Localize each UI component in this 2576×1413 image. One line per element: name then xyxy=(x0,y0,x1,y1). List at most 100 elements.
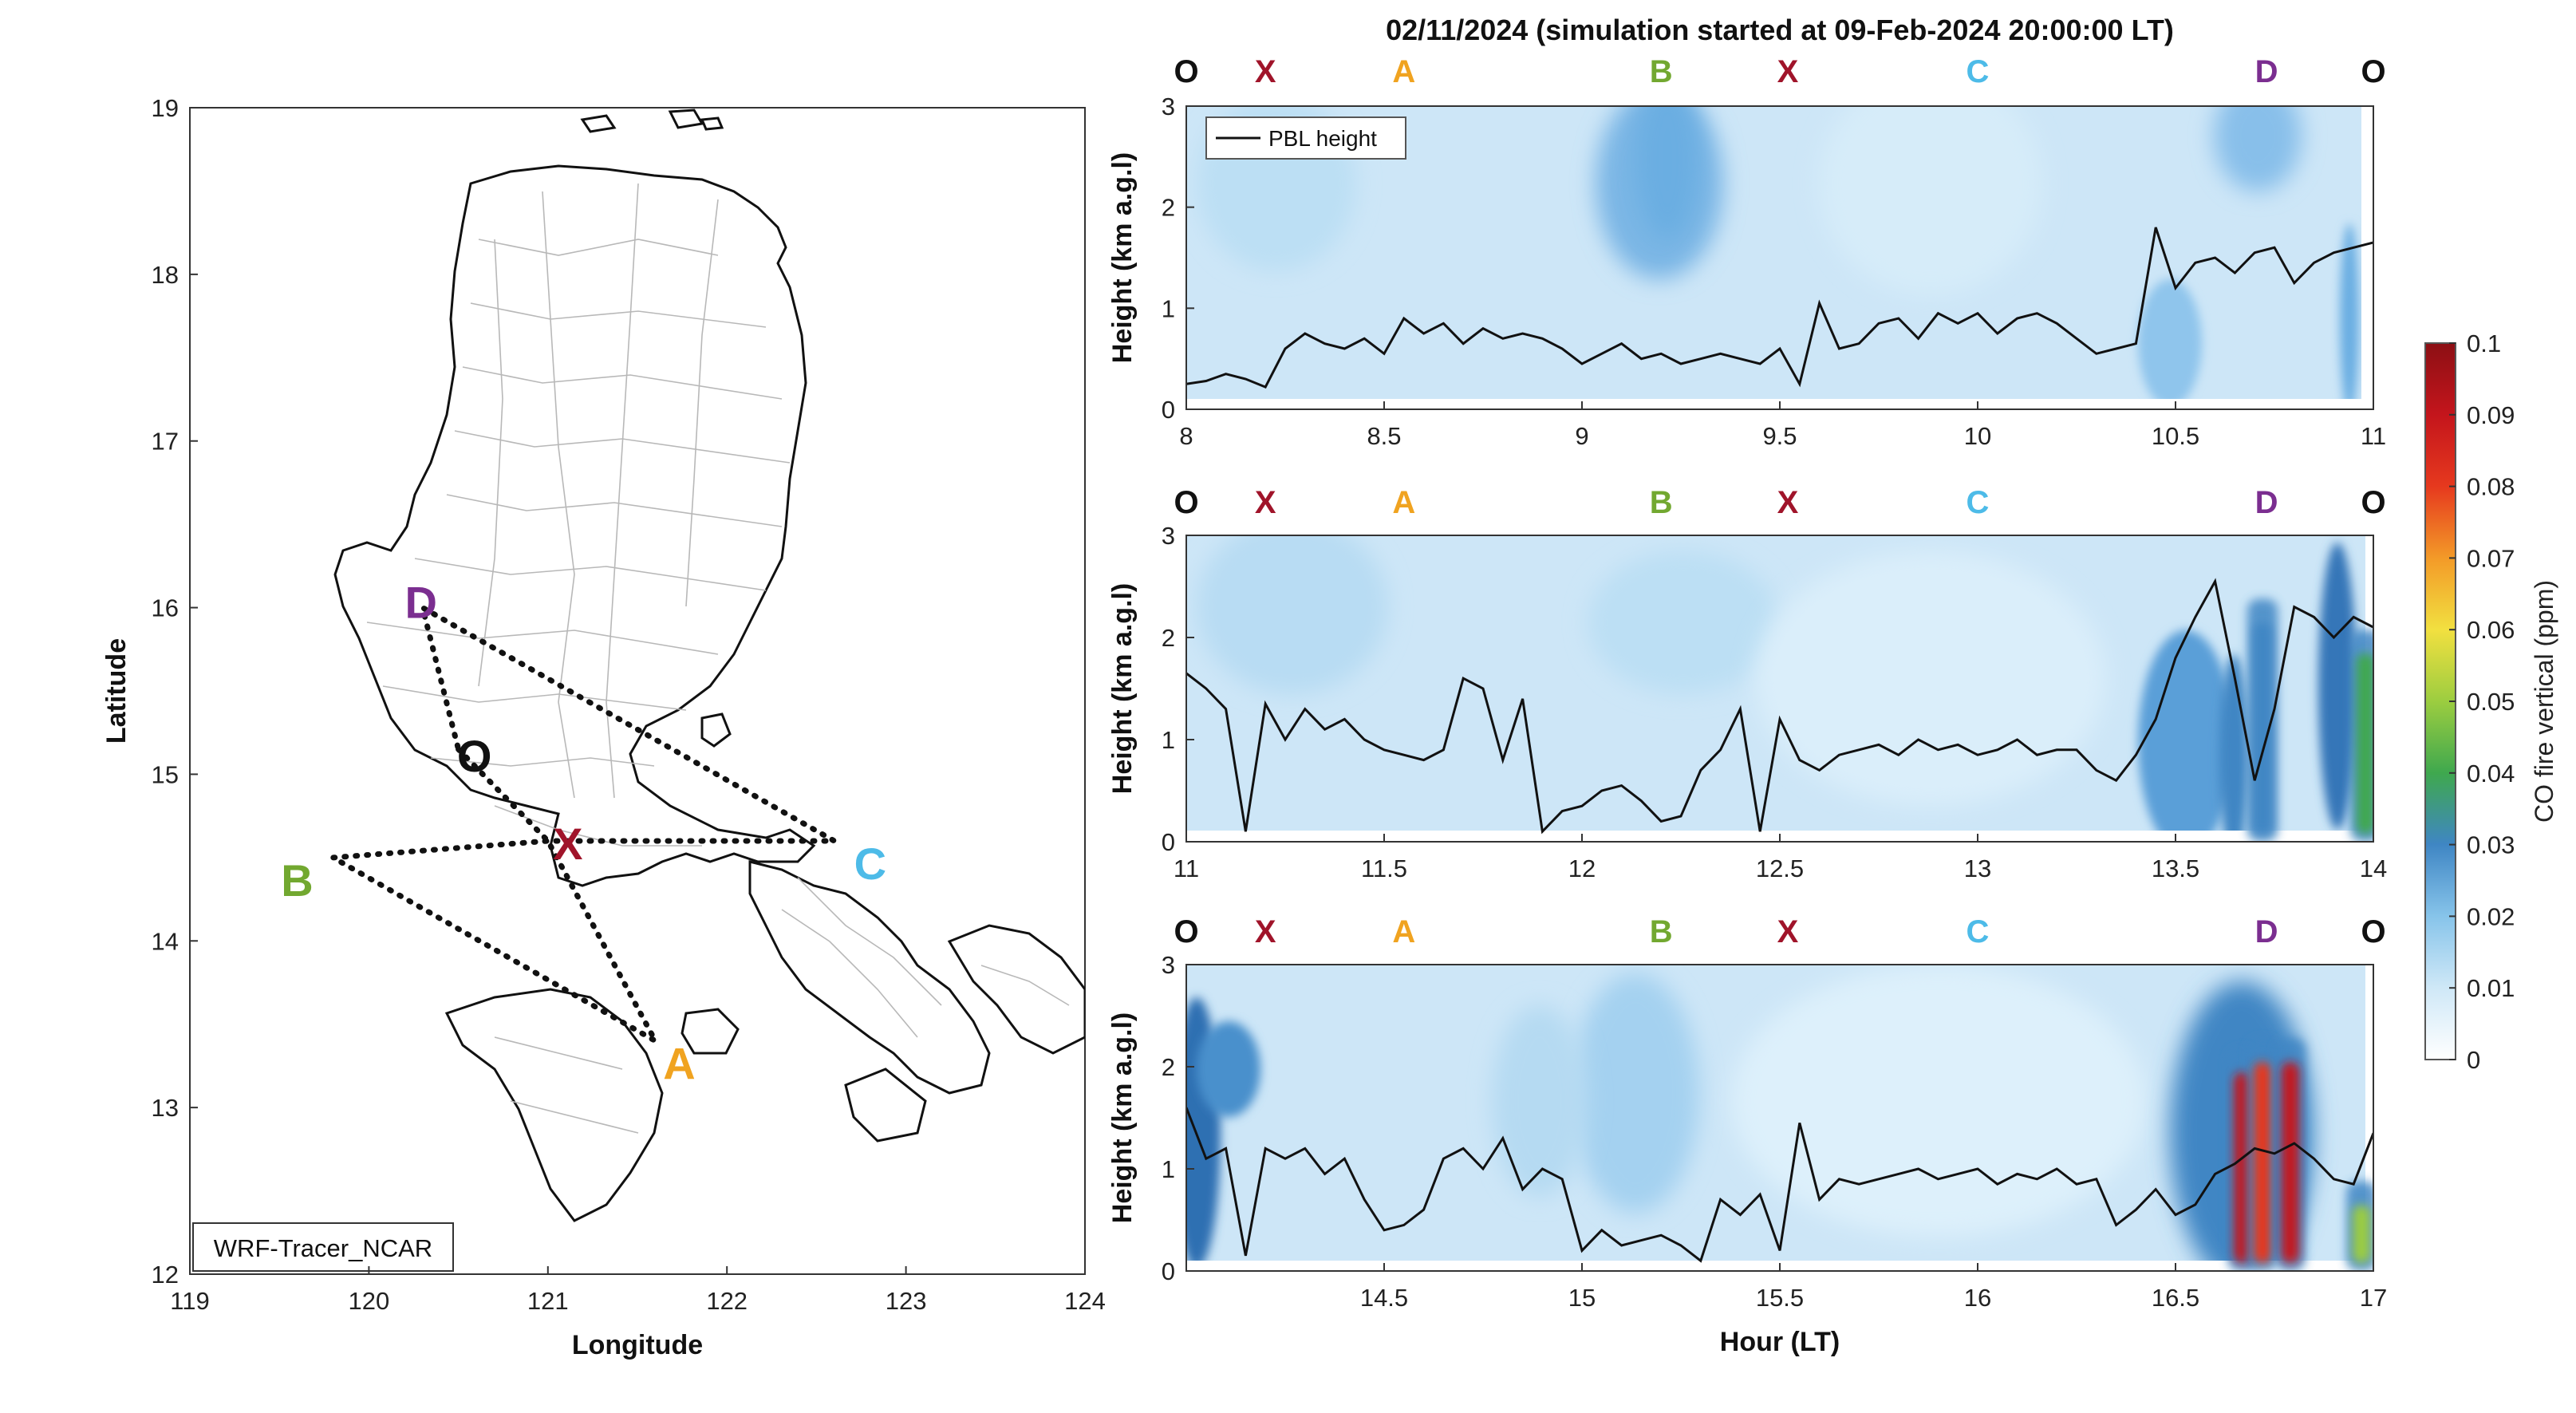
model-label-text: WRF-Tracer_NCAR xyxy=(214,1234,432,1262)
x-tick-label: 16 xyxy=(1964,1284,1991,1312)
panel-3-xlabel: Hour (LT) xyxy=(1720,1327,1840,1357)
colorbar-tick-label: 0.07 xyxy=(2467,544,2515,572)
map-y-tick-label: 17 xyxy=(152,428,179,456)
map-site-D: D xyxy=(404,578,436,628)
panel-1-site-O: O xyxy=(1174,54,1198,89)
panel-2-site-A: A xyxy=(1392,485,1415,520)
colorbar-tick-label: 0.06 xyxy=(2467,616,2515,644)
panel-2-hotspots xyxy=(2247,598,2373,842)
colorbar-tick-label: 0.02 xyxy=(2467,902,2515,930)
x-tick-label: 8 xyxy=(1179,422,1193,450)
x-tick-label: 12 xyxy=(1568,855,1596,882)
plume-core xyxy=(2353,1205,2371,1263)
map-y-tick-label: 18 xyxy=(152,261,179,289)
x-tick-label: 13.5 xyxy=(2152,855,2199,882)
x-tick-label: 10 xyxy=(1964,422,1991,450)
map-x-axis: 119 120 121 122 123 124 xyxy=(170,1266,1106,1315)
flight-route xyxy=(323,602,846,1048)
panel-1-field xyxy=(1186,106,2373,409)
panel-3-site-A: A xyxy=(1392,914,1415,949)
panel-2-site-O: O xyxy=(1174,485,1198,520)
y-tick-label: 1 xyxy=(1162,1155,1175,1183)
y-tick-label: 2 xyxy=(1162,624,1175,652)
plume-core xyxy=(2254,1062,2272,1263)
x-tick-label: 13 xyxy=(1964,855,1991,882)
panel-3-site-X: X xyxy=(1255,914,1276,949)
panel-3-site-X: X xyxy=(1777,914,1799,949)
panel-1-ylabel: Height (km a.g.l) xyxy=(1107,152,1138,363)
x-tick-label: 15 xyxy=(1568,1284,1596,1312)
map-x-tick-label: 119 xyxy=(170,1287,209,1315)
panel-1-x-axis: 8 8.5 9 9.5 10 10.5 11 xyxy=(1179,401,2386,450)
panel-1-y-axis: 0 1 2 3 xyxy=(1162,93,1194,424)
panel-1-pbl-line xyxy=(1186,227,2373,389)
panel-3-site-C: C xyxy=(1967,914,1990,949)
x-tick-label: 11.5 xyxy=(1361,855,1407,882)
model-label-box xyxy=(192,1222,454,1272)
y-tick-label: 2 xyxy=(1162,1053,1175,1081)
panel-2-site-X: X xyxy=(1255,485,1276,520)
colorbar-ticks: 0 0.01 0.02 0.03 0.04 0.05 0.06 0.07 0.08 0.09 0.1 xyxy=(2449,330,2515,1074)
colorbar: 0 0.01 0.02 0.03 0.04 0.05 0.06 0.07 0.08 0.09 0.1… xyxy=(2424,330,2558,1074)
curtain-panel-3: O X A B X C D O 14.5 15 15.5 16 16.5 17 0 1 2 3 Height … xyxy=(1107,914,2387,1357)
y-tick-label: 0 xyxy=(1162,828,1175,856)
polillo-islands xyxy=(700,712,732,748)
map-x-tick-label: 120 xyxy=(349,1287,390,1315)
map-y-tick-label: 12 xyxy=(152,1261,179,1289)
x-tick-label: 8.5 xyxy=(1367,422,1401,450)
y-tick-label: 1 xyxy=(1162,294,1175,322)
y-tick-label: 1 xyxy=(1162,726,1175,754)
y-tick-label: 3 xyxy=(1162,522,1175,550)
curtain-panel-1: PBL height O X A B X C D O 8 8.5 9 9.5 10 10.5 11 0 1 2… xyxy=(1107,54,2386,450)
colorbar-tick-label: 0.1 xyxy=(2467,330,2501,357)
map-site-X: X xyxy=(553,819,582,869)
colorbar-tick-label: 0 xyxy=(2467,1046,2480,1074)
x-tick-label: 16.5 xyxy=(2152,1284,2199,1312)
y-tick-label: 0 xyxy=(1162,1257,1175,1285)
plume-core xyxy=(2357,653,2373,834)
map-y-axis: 12 13 14 15 16 17 18 19 xyxy=(152,94,198,1289)
x-tick-label: 14.5 xyxy=(1360,1284,1408,1312)
map-y-tick-label: 14 xyxy=(152,927,179,955)
map-panel: O X A B C D WRF-Tracer_NCAR 119 120 121 122 123 12… xyxy=(101,94,1106,1360)
panel-2-site-O: O xyxy=(2361,485,2385,520)
map-site-A: A xyxy=(663,1039,695,1089)
panel-3-y-axis: 0 1 2 3 xyxy=(1162,951,1194,1285)
curtain-title: 02/11/2024 (simulation started at 09-Feb… xyxy=(1386,14,2174,46)
colorbar-tick-label: 0.01 xyxy=(2467,974,2515,1002)
map-x-tick-label: 124 xyxy=(1064,1287,1106,1315)
x-tick-label: 11 xyxy=(1174,855,1199,882)
panel-2-y-axis: 0 1 2 3 xyxy=(1162,522,1194,856)
bicol-landmass xyxy=(748,860,991,1095)
batanes-islands xyxy=(580,109,724,133)
map-y-tick-label: 16 xyxy=(152,594,179,622)
y-tick-label: 3 xyxy=(1162,93,1175,120)
x-tick-label: 14 xyxy=(2360,855,2387,882)
panel-3-site-O: O xyxy=(1174,914,1198,949)
panel-2-pbl-line xyxy=(1186,578,2373,835)
plume-core xyxy=(2254,622,2272,834)
map-x-tick-label: 122 xyxy=(706,1287,748,1315)
pbl-legend: PBL height xyxy=(1205,116,1406,160)
panel-1-site-A: A xyxy=(1392,54,1415,89)
colorbar-tick-label: 0.05 xyxy=(2467,688,2515,716)
y-tick-label: 0 xyxy=(1162,396,1175,424)
x-tick-label: 11 xyxy=(2361,422,2386,450)
colorbar-tick-label: 0.09 xyxy=(2467,401,2515,429)
map-xlabel: Longitude xyxy=(572,1330,703,1360)
y-tick-label: 3 xyxy=(1162,951,1175,979)
panel-3-site-B: B xyxy=(1650,914,1673,949)
panel-2-site-B: B xyxy=(1650,485,1673,520)
map-site-labels: O X A B C D xyxy=(281,578,886,1089)
panel-1-site-X: X xyxy=(1777,54,1799,89)
luzon-landmass xyxy=(333,164,816,887)
panel-3-x-axis: 14.5 15 15.5 16 16.5 17 xyxy=(1360,1263,2387,1312)
panel-3-pbl-line xyxy=(1186,1107,2373,1263)
panel-1-site-C: C xyxy=(1967,54,1990,89)
panel-1-site-B: B xyxy=(1650,54,1673,89)
panel-2-site-X: X xyxy=(1777,485,1799,520)
